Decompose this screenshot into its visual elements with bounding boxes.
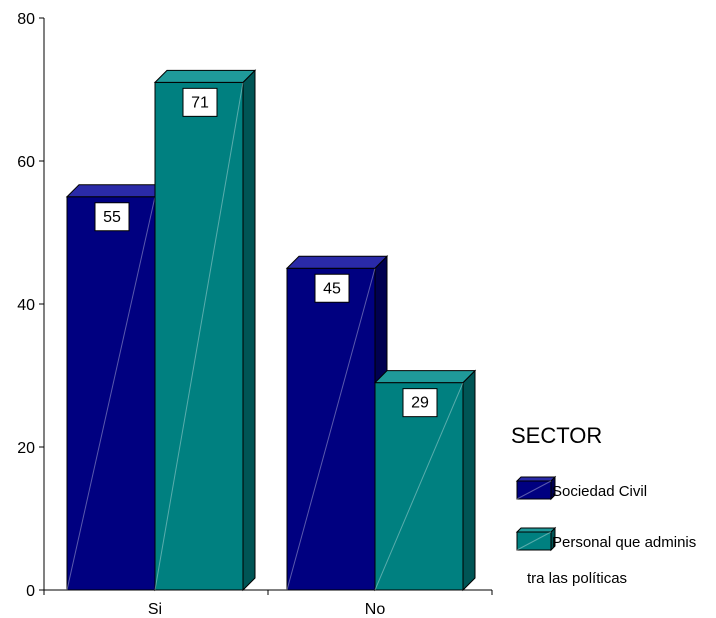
x-tick-label: Si [148,601,162,618]
legend-swatch [516,480,552,500]
legend: SECTOR Sociedad Civil Personal que admini… [511,423,696,587]
legend-label: Personal que adminis [552,534,696,551]
x-tick-label: No [365,601,386,618]
legend-swatch-top [515,527,557,533]
legend-swatch-sheen [516,480,552,500]
bar-top [153,69,257,83]
bars [65,69,477,592]
data-label: 55 [103,209,121,226]
legend-title: SECTOR [511,423,602,448]
bar [374,382,464,591]
bar-side [462,369,476,592]
legend-swatch [516,531,552,551]
data-label-box [94,202,130,232]
y-tick-label: 40 [17,297,35,314]
data-label-box [314,273,350,303]
bar [66,196,156,591]
data-labels: 55 71 45 29 [94,87,438,418]
y-tick-label: 80 [17,11,35,28]
legend-swatch-sheen [516,531,552,551]
bar [154,81,244,591]
bar-sheen [154,82,244,591]
y-tick-label: 20 [17,440,35,457]
y-tick-label: 0 [26,583,35,600]
data-label: 71 [191,94,209,111]
bar-top [65,184,169,198]
bar-sheen [286,268,376,591]
bar [286,267,376,591]
bar-side [242,69,256,592]
legend-swatch-top [515,476,557,482]
bar-top [285,255,389,269]
data-label: 45 [323,280,341,297]
data-label-box [402,388,438,418]
bar-top [373,370,477,384]
data-label: 29 [411,395,429,412]
bar-sheen [374,382,464,591]
legend-label: Sociedad Civil [552,483,647,500]
bar-sheen [66,196,156,591]
data-label-box [182,87,218,117]
legend-label: tra las políticas [527,570,627,587]
y-tick-label: 60 [17,154,35,171]
